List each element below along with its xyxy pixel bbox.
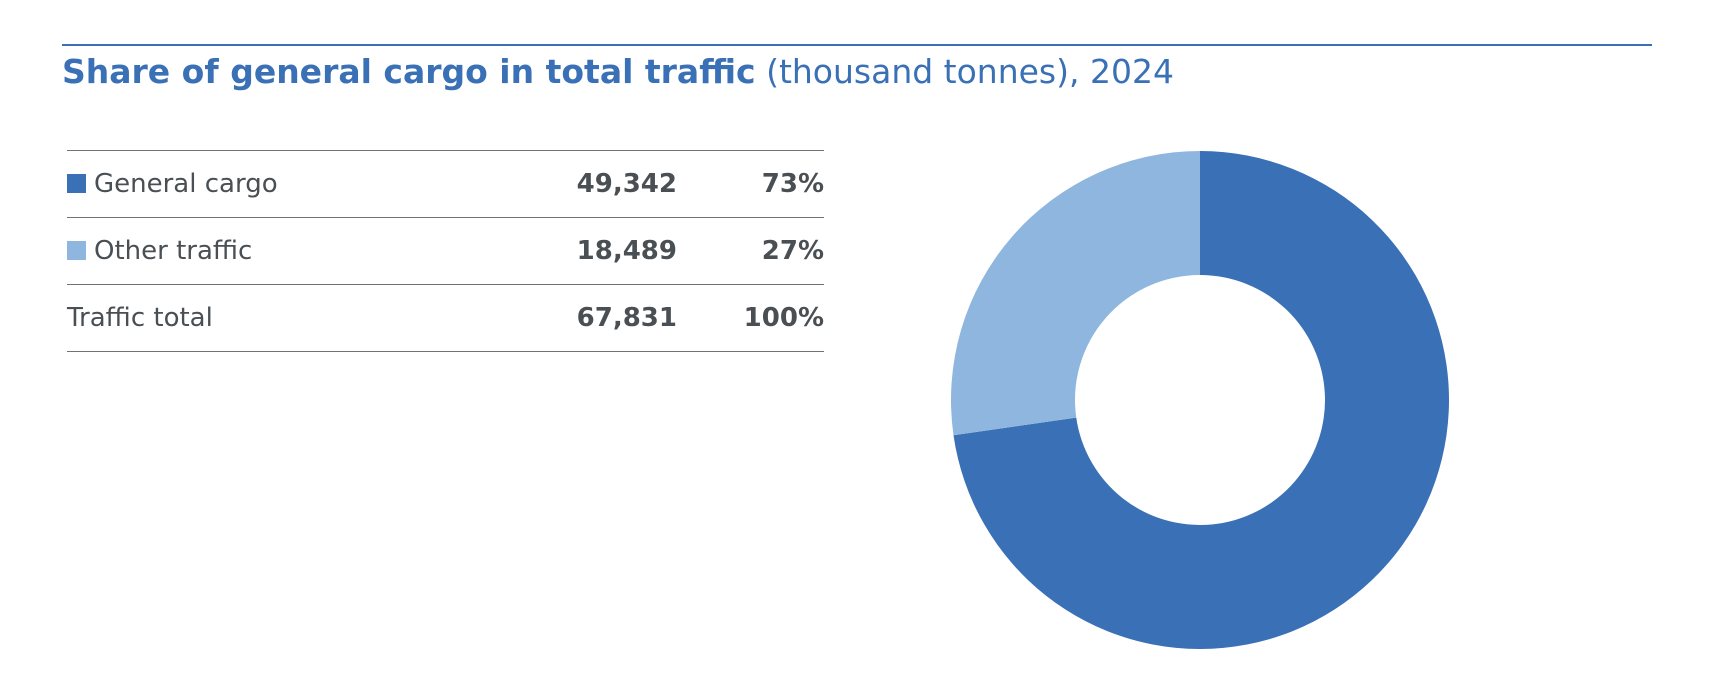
donut-chart xyxy=(951,151,1449,649)
other-traffic-label: Other traffic xyxy=(94,236,253,266)
table-row-general-cargo: General cargo 49,342 73% xyxy=(67,150,824,218)
chart-title: Share of general cargo in total traffic … xyxy=(62,50,1174,94)
general-cargo-value: 49,342 xyxy=(507,150,677,218)
traffic-total-share: 100% xyxy=(677,284,824,352)
traffic-total-value: 67,831 xyxy=(507,284,677,352)
donut-slice-general-cargo xyxy=(953,151,1449,649)
chart-title-main: Share of general cargo in total traffic xyxy=(62,52,756,91)
table-row-other-traffic: Other traffic 18,489 27% xyxy=(67,217,824,285)
table-row-traffic-total: Traffic total 67,831 100% xyxy=(67,284,824,352)
other-traffic-value: 18,489 xyxy=(507,217,677,285)
general-cargo-share: 73% xyxy=(677,150,824,218)
general-cargo-label: General cargo xyxy=(94,169,278,199)
other-traffic-swatch xyxy=(67,241,86,260)
other-traffic-share: 27% xyxy=(677,217,824,285)
title-top-rule xyxy=(62,44,1652,46)
traffic-total-label: Traffic total xyxy=(67,284,507,352)
legend-data-table: General cargo 49,342 73% Other traffic 1… xyxy=(67,150,824,352)
general-cargo-swatch xyxy=(67,174,86,193)
chart-title-units: (thousand tonnes), 2024 xyxy=(755,52,1174,91)
row-label-cell: Other traffic xyxy=(67,217,507,285)
donut-slice-other-traffic xyxy=(951,151,1200,436)
row-label-cell: General cargo xyxy=(67,150,507,218)
